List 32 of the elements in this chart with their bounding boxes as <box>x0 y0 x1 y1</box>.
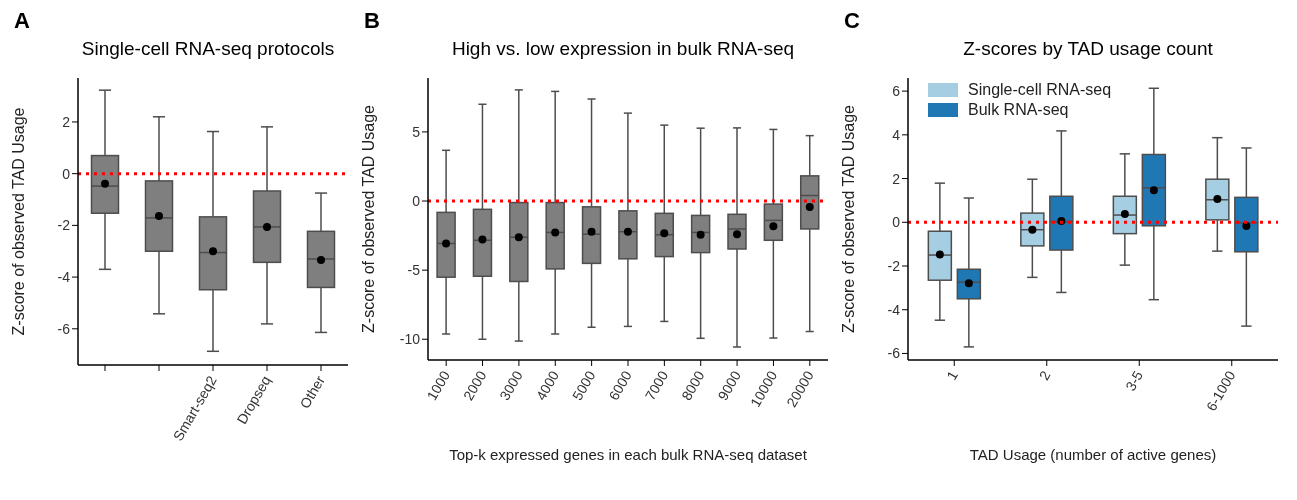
y-tick-label: -10 <box>399 331 421 348</box>
legend-label: Bulk RNA-seq <box>968 100 1069 120</box>
x-axis-title: Top-k expressed genes in each bulk RNA-seq dataset <box>449 446 808 463</box>
text: B <box>364 8 380 33</box>
y-axis-title: Z-score of observed TAD Usage <box>359 104 377 333</box>
y-tick-label: -2 <box>887 257 901 274</box>
y-axis-title: Z-score of observed TAD Usage <box>839 104 857 333</box>
chart-title: High vs. low expression in bulk RNA-seq <box>450 38 796 61</box>
y-tick-label: -4 <box>887 301 901 318</box>
text: C <box>844 8 860 33</box>
y-axis-title: Z-score of observed TAD Usage <box>9 107 27 336</box>
y-tick-label: 2 <box>892 170 901 187</box>
chart-title: Z-scores by TAD usage count <box>962 38 1214 61</box>
chart-title: Single-cell RNA-seq protocols <box>80 38 336 61</box>
y-tick-label: 5 <box>412 123 421 140</box>
x-tick-label: 3-5 <box>1122 367 1147 394</box>
y-tick-label: -4 <box>57 269 71 286</box>
y-tick-label: 0 <box>62 165 71 182</box>
y-tick-label: 0 <box>412 193 421 209</box>
x-axis-title: TAD Usage (number of active genes) <box>969 446 1217 463</box>
y-tick-label: -2 <box>57 217 71 234</box>
text: A <box>14 8 30 33</box>
y-tick-label: -6 <box>57 320 71 337</box>
x-tick-label: 2 <box>1035 367 1054 383</box>
y-tick-label: -5 <box>407 262 421 279</box>
y-tick-label: -6 <box>887 345 901 362</box>
x-tick-label: 1 <box>943 367 962 383</box>
y-tick-label: 6 <box>892 83 901 100</box>
legend-label: Single-cell RNA-seq <box>968 80 1112 100</box>
y-tick-label: 4 <box>892 126 901 143</box>
y-tick-label: 2 <box>62 113 71 130</box>
y-tick-label: 0 <box>892 214 901 231</box>
